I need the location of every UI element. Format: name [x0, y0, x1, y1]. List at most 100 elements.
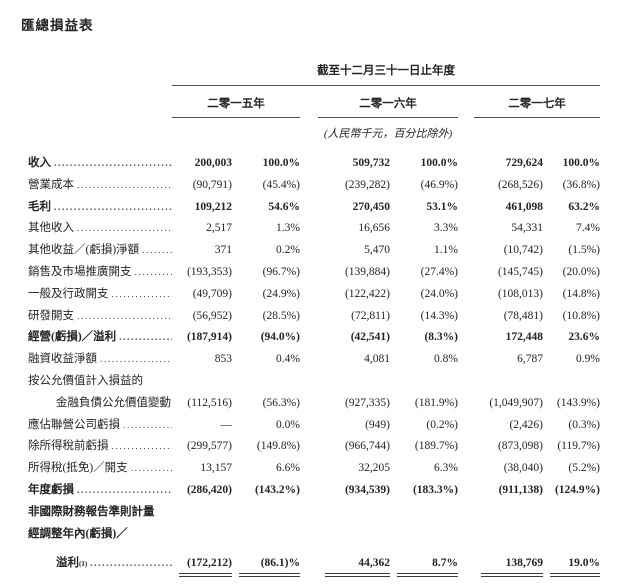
- table-row: 所得稅(抵免)／開支 13,157 6.6% 32,205 6.3% (38,040) (5…: [28, 459, 600, 481]
- row-label-text: 融資收益淨額: [28, 353, 97, 366]
- amount-cell: (2,426): [509, 418, 543, 431]
- amount-cell: (49,709): [192, 287, 232, 300]
- amount-cell: (78,481): [503, 309, 543, 322]
- row-label-text: 毛利: [28, 200, 51, 213]
- row-label-text: 按公允價值計入損益的: [28, 374, 143, 387]
- percent-cell: 100.0%: [562, 157, 600, 169]
- amount-cell: (56,952): [192, 309, 232, 322]
- row-label-text: 研發開支: [28, 309, 74, 322]
- amount-cell: 509,732: [352, 157, 390, 169]
- amount-cell: (1,049,907): [489, 396, 543, 409]
- year-header-2015: 二零一五年: [172, 86, 300, 118]
- dot-leader: [54, 159, 172, 169]
- percent-cell: 8.7%: [397, 557, 458, 578]
- amount-cell: 54,331: [511, 222, 543, 235]
- row-label: 所得稅(抵免)／開支: [28, 459, 172, 475]
- percent-cell: (24.0%): [420, 287, 458, 300]
- amount-cell: (966,744): [344, 440, 390, 453]
- amount-cell: (927,335): [344, 396, 390, 409]
- table-row: 研發開支 (56,952) (28.5%) (72,811) (14.3%) (78,48…: [28, 307, 600, 329]
- amount-cell: (10,742): [503, 244, 543, 257]
- percent-cell: 100.0%: [262, 157, 300, 169]
- amount-cell: (239,282): [344, 178, 390, 191]
- amount-cell: 270,450: [352, 200, 390, 213]
- year-header-2017: 二零一七年: [474, 86, 600, 118]
- dot-leader: [119, 333, 172, 343]
- row-label-text: 除所得稅前虧損: [28, 440, 109, 453]
- table-year-header-row: 二零一五年 二零一六年 二零一七年: [28, 86, 600, 118]
- percent-cell: (27.4%): [420, 265, 458, 278]
- amount-cell: 6,787: [517, 353, 543, 366]
- amount-cell: 13,157: [200, 462, 232, 475]
- amount-cell: (286,420): [186, 483, 232, 496]
- percent-cell: (183.3%): [412, 483, 458, 496]
- row-label-text: 銷售及市場推廣開支: [28, 265, 132, 278]
- amount-cell: (108,013): [497, 287, 543, 300]
- dot-leader: [90, 559, 172, 569]
- percent-cell: (45.4%): [262, 178, 300, 191]
- table-body: 收入 200,003 100.0% 509,732 100.0% 729,624 100.0…: [28, 154, 600, 586]
- amount-cell: (42,541): [350, 331, 390, 344]
- percent-cell: 53.1%: [426, 200, 458, 213]
- row-label: 經調整年內(虧損)／: [28, 525, 172, 541]
- row-label: 研發開支: [28, 307, 172, 323]
- percent-cell: (189.7%): [414, 440, 458, 453]
- row-label: 經營(虧損)／溢利: [28, 328, 172, 344]
- dot-leader: [131, 464, 172, 474]
- table-row: 融資收益淨額 853 0.4% 4,081 0.8% 6,787 0.9%: [28, 350, 600, 372]
- dot-leader: [54, 203, 172, 213]
- row-label-text: 收入: [28, 157, 51, 169]
- amount-cell: (122,422): [344, 287, 390, 300]
- row-label-text: 所得稅(抵免)／開支: [28, 462, 128, 475]
- dot-leader: [77, 486, 172, 496]
- percent-cell: (96.7%): [262, 265, 300, 278]
- percent-cell: 7.4%: [576, 222, 600, 235]
- amount-cell: 5,470: [364, 244, 390, 257]
- percent-cell: (14.3%): [420, 309, 458, 322]
- row-label: 除所得稅前虧損: [28, 437, 172, 453]
- amount-cell: 44,362: [325, 557, 390, 578]
- percent-cell: 0.2%: [276, 244, 300, 257]
- row-label: 溢利 (1): [28, 554, 172, 570]
- dot-leader: [123, 421, 172, 431]
- dot-leader: [135, 268, 173, 278]
- percent-cell: 23.6%: [568, 331, 600, 344]
- dot-leader: [112, 290, 173, 300]
- table-row: 一般及行政開支 (49,709) (24.9%) (122,422) (24.0%) (1…: [28, 285, 600, 307]
- table-row: 除所得稅前虧損 (299,577) (149.8%) (966,744) (189.7%…: [28, 437, 600, 459]
- amount-cell: (193,353): [186, 265, 232, 278]
- amount-cell: (949): [365, 418, 390, 431]
- percent-cell: (56.3%): [262, 396, 300, 409]
- row-label: 銷售及市場推廣開支: [28, 263, 172, 279]
- percent-cell: 1.1%: [434, 244, 458, 257]
- amount-cell: 138,769: [481, 557, 543, 578]
- table-row: 應佔聯營公司虧損 — 0.0% (949) (0.2%) (2,426) (0.3%): [28, 416, 600, 438]
- table-row: 其他收入 2,517 1.3% 16,656 3.3% 54,331 7.4%: [28, 219, 600, 241]
- percent-cell: 1.3%: [276, 222, 300, 235]
- amount-cell: (911,138): [498, 483, 543, 496]
- amount-cell: 172,448: [505, 331, 543, 344]
- dot-leader: [77, 312, 172, 322]
- percent-cell: 0.4%: [276, 353, 300, 366]
- row-label-text: 其他收益／(虧損)淨額: [28, 244, 140, 257]
- row-label-text: 年度虧損: [28, 483, 74, 496]
- row-label-text: 非國際財務報告準則計量: [28, 505, 155, 518]
- amount-cell: 32,205: [358, 462, 390, 475]
- table-row: 年度虧損 (286,420) (143.2%) (934,539) (183.3%) (9…: [28, 481, 600, 503]
- period-group-header: 截至十二月三十一日止年度: [172, 62, 600, 86]
- dot-leader: [77, 181, 172, 191]
- percent-cell: 6.3%: [434, 462, 458, 475]
- amount-cell: (112,516): [187, 396, 232, 409]
- amount-cell: (268,526): [497, 178, 543, 191]
- row-label-text: 經營(虧損)／溢利: [28, 331, 117, 344]
- row-label: 金融負債公允價值變動: [28, 394, 172, 410]
- amount-cell: (90,791): [192, 178, 232, 191]
- table-row: 經調整年內(虧損)／: [28, 525, 600, 547]
- percent-cell: 63.2%: [568, 200, 600, 213]
- table-row: 金融負債公允價值變動 (112,516) (56.3%) (927,335) (181.…: [28, 394, 600, 416]
- row-label: 毛利: [28, 198, 172, 214]
- table-span-header-row: 截至十二月三十一日止年度: [28, 62, 600, 86]
- table-row: 銷售及市場推廣開支 (193,353) (96.7%) (139,884) (27.4%…: [28, 263, 600, 285]
- amount-cell: 371: [214, 244, 232, 257]
